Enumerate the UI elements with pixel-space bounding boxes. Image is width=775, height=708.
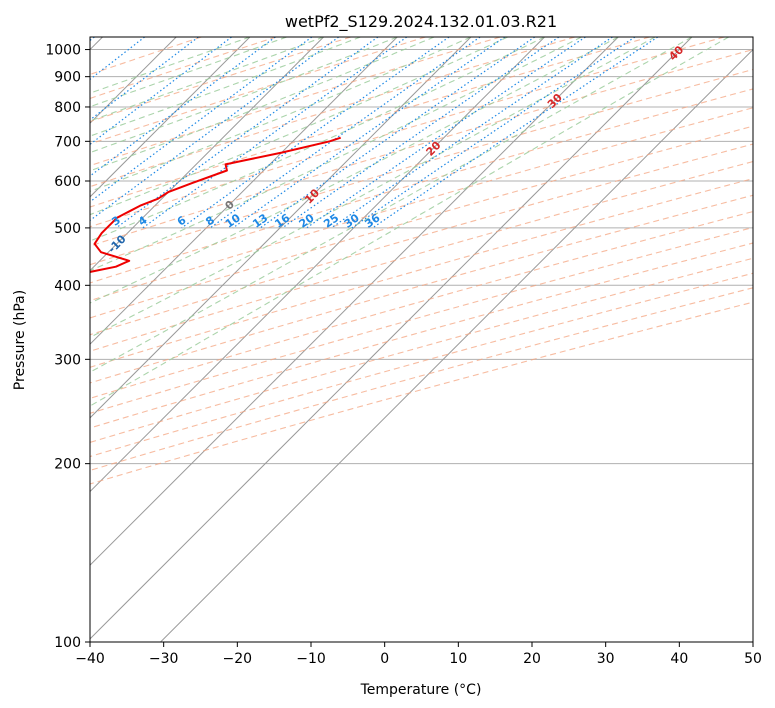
plot-frame — [89, 36, 754, 643]
dry-adiabat — [90, 37, 277, 99]
x-tick-label: 50 — [744, 651, 762, 667]
mixing-ratio-line — [181, 37, 450, 229]
y-tick-label: 200 — [54, 457, 81, 473]
mixing-ratio-line — [90, 37, 199, 121]
x-tick-label: 40 — [670, 651, 688, 667]
moist-adiabat — [90, 37, 435, 172]
isotherm-0 — [90, 37, 398, 345]
mixing-ratio-line — [90, 37, 232, 146]
y-tick-label: 800 — [54, 100, 81, 116]
x-tick-label: 20 — [523, 651, 541, 667]
y-tick-label: 900 — [54, 70, 81, 86]
y-tick-label: 700 — [54, 134, 81, 150]
dry-adiabat — [90, 242, 753, 429]
x-tick-label: −40 — [75, 651, 105, 667]
isotherm-50 — [160, 48, 753, 642]
moist-adiabat — [90, 37, 656, 338]
moist-adiabat — [90, 37, 324, 122]
dry-adiabat — [90, 125, 753, 319]
mixing-ratio-line — [115, 37, 379, 229]
y-axis-label: Pressure (hPa) — [12, 290, 28, 390]
y-tick-label: 100 — [54, 635, 81, 651]
moist-adiabat — [90, 37, 287, 108]
moist-adiabat — [90, 37, 508, 216]
mixing-ratio-line — [142, 37, 408, 229]
dry-adiabat — [90, 272, 753, 458]
y-tick-label: 600 — [54, 174, 81, 190]
x-tick-label: 10 — [449, 651, 467, 667]
moist-adiabat — [90, 37, 472, 192]
x-tick-label: 30 — [597, 651, 615, 667]
x-tick-label: −30 — [149, 651, 179, 667]
moist-adiabat — [90, 37, 398, 154]
moist-adiabat — [90, 37, 619, 304]
y-tick-label: 300 — [54, 352, 81, 368]
dry-adiabat — [90, 37, 501, 167]
mixing-ratio-line — [209, 37, 481, 229]
mixing-ratio-line — [372, 37, 659, 229]
y-tick-label: 400 — [54, 278, 81, 294]
isotherm--20 — [90, 37, 251, 198]
dry-adiabat — [90, 143, 753, 336]
isotherm-40 — [90, 37, 693, 640]
mixing-ratio-line — [232, 37, 506, 229]
isotherm-20 — [90, 37, 545, 493]
isotherm-30 — [90, 37, 619, 566]
dry-adiabat — [90, 37, 725, 228]
mixing-ratio-line — [282, 37, 560, 229]
dry-adiabat — [90, 88, 753, 284]
x-axis-label: Temperature (°C) — [360, 682, 482, 698]
y-tick-label: 1000 — [45, 43, 81, 59]
temperature-profile — [90, 136, 342, 273]
dry-adiabat — [90, 301, 753, 485]
y-tick-label: 500 — [54, 221, 81, 237]
isotherm-10 — [90, 37, 472, 419]
moist-adiabat — [90, 37, 582, 272]
dry-adiabat — [90, 226, 753, 414]
x-tick-label: −10 — [296, 651, 326, 667]
x-tick-label: −20 — [223, 651, 253, 667]
dry-adiabat — [90, 68, 753, 266]
dry-adiabat — [90, 37, 650, 208]
x-tick-label: 0 — [380, 651, 389, 667]
chart-title: wetPf2_S129.2024.132.01.03.R21 — [285, 12, 557, 32]
isotherm--10 — [90, 37, 324, 272]
dry-adiabat — [90, 107, 753, 302]
mixing-ratio-line — [351, 37, 636, 229]
moist-adiabat — [90, 37, 251, 94]
moist-adiabat — [90, 37, 693, 373]
mixing-ratio-line — [90, 37, 339, 222]
moist-adiabat — [90, 37, 729, 407]
